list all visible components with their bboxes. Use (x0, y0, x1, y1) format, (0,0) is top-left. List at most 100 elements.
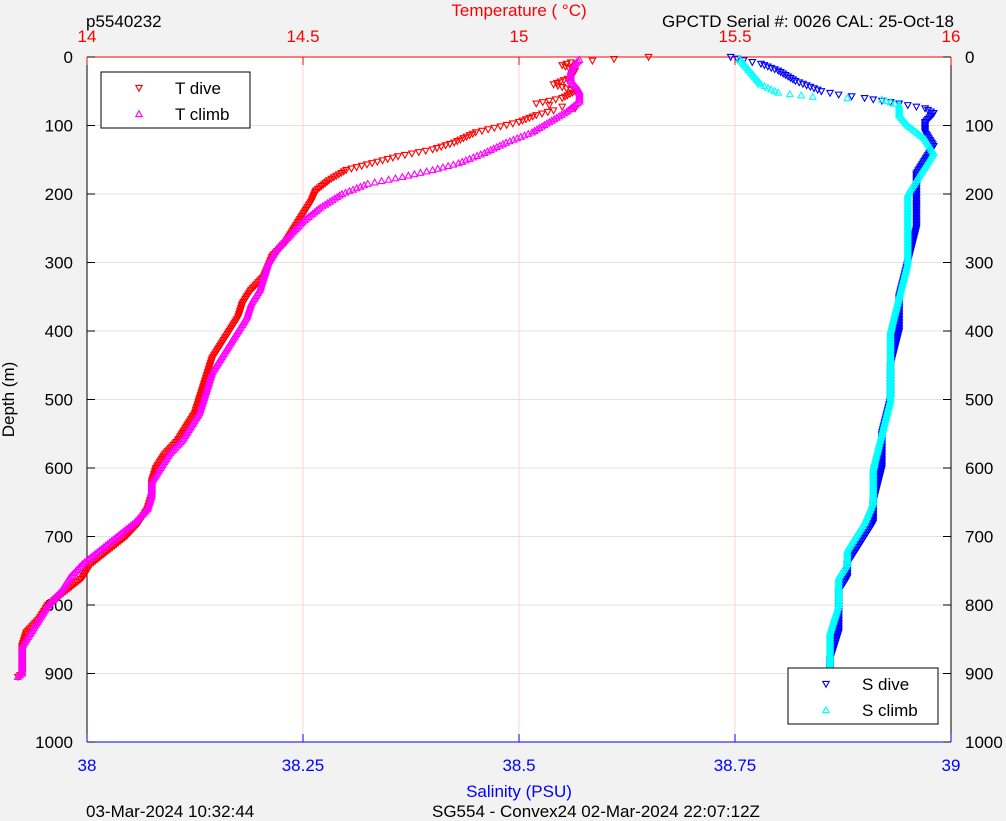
depth-tick-label-right: 500 (965, 391, 993, 410)
data-point (903, 102, 912, 110)
salinity-tick-label: 38.25 (282, 756, 325, 775)
data-point (393, 153, 403, 161)
serial-cal-label: GPCTD Serial #: 0026 CAL: 25-Oct-18 (662, 12, 954, 31)
depth-tick-label-left: 500 (45, 391, 73, 410)
data-point (352, 164, 361, 172)
depth-tick-label-right: 300 (965, 254, 993, 273)
data-point (422, 167, 431, 175)
data-point (869, 96, 878, 104)
data-point (421, 147, 430, 156)
data-point (785, 89, 794, 98)
data-point (609, 55, 619, 64)
data-point (495, 141, 505, 149)
data-point (410, 169, 419, 178)
data-point (459, 135, 468, 143)
salinity-tick-label: 38.75 (714, 756, 757, 775)
data-point (726, 53, 735, 62)
data-point (545, 102, 554, 110)
depth-tick-label-left: 400 (45, 322, 73, 341)
depth-tick-label-left: 700 (45, 528, 73, 547)
data-point (912, 103, 921, 112)
depth-tick-label-right: 200 (965, 185, 993, 204)
data-point (537, 110, 547, 118)
legend-entry-label: S climb (862, 701, 918, 720)
legend-entry-label: S dive (862, 675, 909, 694)
data-point (416, 168, 425, 176)
data-point (834, 91, 843, 100)
data-point (404, 171, 413, 179)
depth-tick-label-right: 0 (965, 48, 974, 67)
depth-tick-label-right: 1000 (965, 733, 1003, 752)
data-point (502, 121, 511, 130)
data-point (483, 147, 492, 155)
temperature-axis-label: Temperature ( °C) (451, 1, 586, 20)
data-point (558, 103, 567, 112)
depth-axis-label: Depth (m) (0, 362, 18, 438)
salinity-tick-label: 39 (942, 756, 961, 775)
data-point (558, 94, 567, 103)
depth-tick-label-right: 100 (965, 117, 993, 136)
depth-tick-label-left: 900 (45, 665, 73, 684)
data-point (551, 96, 560, 104)
data-point (644, 53, 653, 62)
data-point (877, 97, 887, 106)
data-point (462, 133, 471, 142)
data-point (573, 56, 583, 65)
series-t-climb (13, 55, 584, 681)
data-point (471, 129, 480, 137)
data-point (492, 142, 501, 151)
data-point (335, 191, 344, 199)
data-point (788, 76, 798, 84)
data-point (486, 145, 495, 154)
salinity-tick-label: 38.5 (502, 756, 535, 775)
temperature-legend: T dive T climb (100, 71, 251, 129)
legend-entry-label: T dive (175, 79, 221, 98)
legend-marker (821, 705, 831, 714)
data-point (367, 160, 377, 168)
data-point (514, 118, 524, 127)
depth-tick-label-left: 600 (45, 459, 73, 478)
data-point (877, 95, 887, 103)
data-point (543, 108, 552, 117)
data-point (377, 176, 386, 185)
depth-tick-label-right: 400 (965, 322, 993, 341)
data-point (735, 54, 744, 63)
data-point (357, 162, 366, 171)
temperature-tick-label: 14.5 (286, 27, 319, 46)
data-point (347, 165, 356, 173)
data-point (797, 91, 806, 99)
data-point (384, 175, 393, 183)
salinity-legend: S dive S climb (787, 667, 939, 725)
data-point (370, 178, 379, 186)
data-point (444, 161, 453, 170)
data-point (433, 164, 442, 172)
data-point (808, 92, 817, 100)
data-point (484, 126, 493, 134)
data-point (575, 55, 584, 63)
data-point (923, 106, 933, 115)
data-point (428, 165, 437, 174)
data-point (825, 89, 835, 98)
data-point (480, 148, 489, 157)
data-point (774, 88, 783, 96)
data-point (363, 179, 372, 187)
data-point (558, 62, 567, 70)
data-point (496, 123, 505, 131)
legend-marker (821, 680, 831, 689)
data-point (490, 124, 499, 133)
data-point (407, 150, 416, 158)
depth-tick-label-left: 200 (45, 185, 73, 204)
legend-marker (134, 109, 144, 118)
plot-timestamp-label: 03-Mar-2024 10:32:44 (86, 802, 255, 821)
data-point (477, 127, 487, 136)
profile-id-label: p5540232 (86, 12, 162, 31)
depth-tick-label-right: 600 (965, 459, 993, 478)
data-point (561, 63, 570, 71)
data-point (468, 130, 477, 139)
temperature-tick-label: 15 (510, 27, 529, 46)
data-point (532, 100, 541, 108)
salinity-axis-label: Salinity (PSU) (466, 782, 572, 801)
temperature-tick-label: 15.5 (718, 27, 751, 46)
legend-entry-label: T climb (175, 105, 229, 124)
